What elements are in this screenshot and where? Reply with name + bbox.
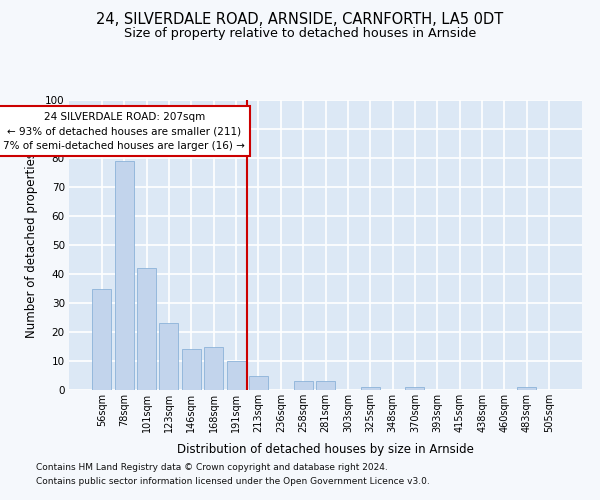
Text: Contains public sector information licensed under the Open Government Licence v3: Contains public sector information licen… <box>36 477 430 486</box>
Bar <box>137 268 156 390</box>
Bar <box>316 382 335 390</box>
Y-axis label: Number of detached properties: Number of detached properties <box>25 152 38 338</box>
Bar <box>115 161 134 390</box>
Text: 24, SILVERDALE ROAD, ARNSIDE, CARNFORTH, LA5 0DT: 24, SILVERDALE ROAD, ARNSIDE, CARNFORTH,… <box>97 12 503 28</box>
Bar <box>517 387 536 390</box>
Bar <box>249 376 268 390</box>
Text: 24 SILVERDALE ROAD: 207sqm
← 93% of detached houses are smaller (211)
7% of semi: 24 SILVERDALE ROAD: 207sqm ← 93% of deta… <box>3 112 245 151</box>
Bar <box>406 387 424 390</box>
Bar <box>92 288 112 390</box>
Bar <box>182 350 201 390</box>
Bar <box>293 382 313 390</box>
Bar <box>227 361 245 390</box>
Bar <box>361 387 380 390</box>
Text: Contains HM Land Registry data © Crown copyright and database right 2024.: Contains HM Land Registry data © Crown c… <box>36 464 388 472</box>
Bar <box>160 324 178 390</box>
X-axis label: Distribution of detached houses by size in Arnside: Distribution of detached houses by size … <box>177 444 474 456</box>
Bar <box>204 346 223 390</box>
Text: Size of property relative to detached houses in Arnside: Size of property relative to detached ho… <box>124 28 476 40</box>
